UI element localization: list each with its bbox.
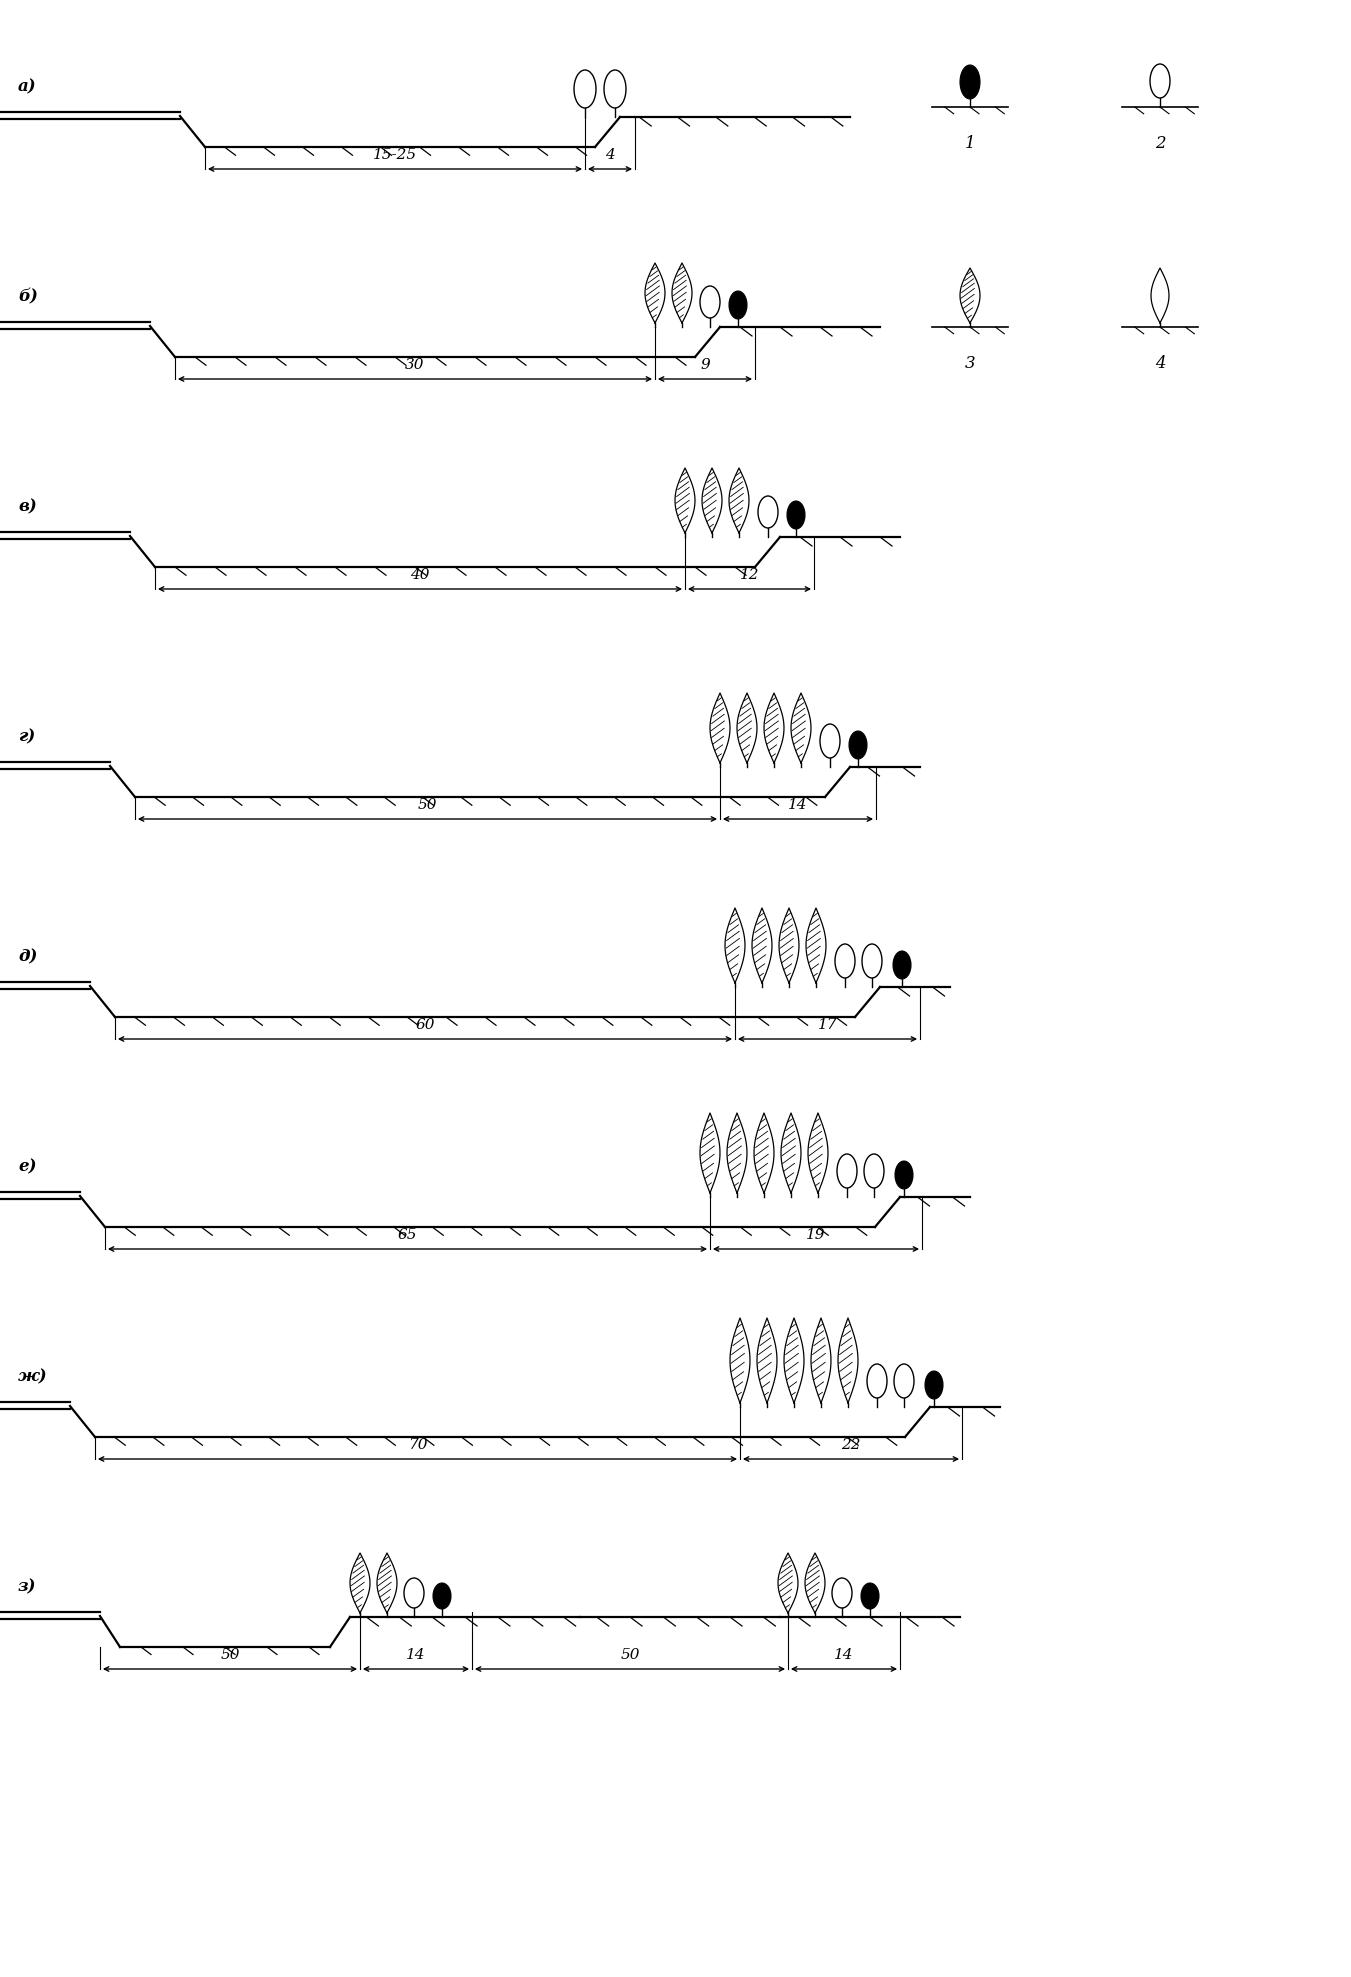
Polygon shape [700, 1113, 720, 1192]
Text: 40: 40 [411, 567, 430, 581]
Ellipse shape [894, 1160, 913, 1188]
Text: ж): ж) [18, 1368, 47, 1386]
Polygon shape [961, 269, 979, 322]
Text: 70: 70 [408, 1437, 427, 1451]
Ellipse shape [925, 1370, 943, 1400]
Polygon shape [671, 263, 692, 322]
Ellipse shape [893, 951, 911, 979]
Text: 17: 17 [817, 1018, 838, 1032]
Polygon shape [754, 1113, 774, 1192]
Polygon shape [807, 907, 825, 983]
Polygon shape [838, 1319, 858, 1404]
Polygon shape [808, 1113, 828, 1192]
Polygon shape [784, 1319, 804, 1404]
Polygon shape [730, 469, 748, 534]
Ellipse shape [861, 1584, 880, 1609]
Text: 14: 14 [407, 1649, 426, 1663]
Polygon shape [778, 1554, 798, 1613]
Polygon shape [703, 469, 721, 534]
Polygon shape [790, 694, 811, 763]
Text: 50: 50 [417, 799, 438, 813]
Polygon shape [811, 1319, 831, 1404]
Text: 3: 3 [965, 356, 975, 372]
Text: 22: 22 [842, 1437, 861, 1451]
Ellipse shape [730, 291, 747, 318]
Polygon shape [377, 1554, 397, 1613]
Polygon shape [781, 1113, 801, 1192]
Text: в): в) [18, 498, 36, 514]
Ellipse shape [848, 731, 867, 759]
Polygon shape [757, 1319, 777, 1404]
Text: 50: 50 [620, 1649, 640, 1663]
Polygon shape [753, 907, 771, 983]
Text: 4: 4 [1155, 356, 1166, 372]
Polygon shape [738, 694, 757, 763]
Polygon shape [780, 907, 798, 983]
Text: 30: 30 [405, 358, 424, 372]
Polygon shape [1151, 269, 1169, 322]
Text: д): д) [18, 949, 38, 965]
Polygon shape [725, 907, 744, 983]
Text: 14: 14 [788, 799, 808, 813]
Ellipse shape [788, 500, 805, 530]
Polygon shape [676, 469, 694, 534]
Text: 15-25: 15-25 [373, 148, 417, 162]
Text: з): з) [18, 1578, 36, 1595]
Text: 12: 12 [740, 567, 759, 581]
Polygon shape [727, 1113, 747, 1192]
Polygon shape [765, 694, 784, 763]
Polygon shape [711, 694, 730, 763]
Polygon shape [730, 1319, 750, 1404]
Text: 50: 50 [220, 1649, 239, 1663]
Text: б): б) [18, 289, 38, 304]
Text: е): е) [18, 1159, 36, 1174]
Text: 19: 19 [807, 1228, 825, 1242]
Polygon shape [350, 1554, 370, 1613]
Text: 4: 4 [605, 148, 615, 162]
Text: 14: 14 [835, 1649, 854, 1663]
Text: 65: 65 [397, 1228, 417, 1242]
Text: 60: 60 [415, 1018, 435, 1032]
Text: 1: 1 [965, 134, 975, 152]
Text: 2: 2 [1155, 134, 1166, 152]
Ellipse shape [961, 65, 979, 99]
Ellipse shape [434, 1584, 451, 1609]
Text: а): а) [18, 77, 36, 95]
Polygon shape [805, 1554, 825, 1613]
Text: 9: 9 [700, 358, 709, 372]
Text: г): г) [18, 728, 35, 745]
Polygon shape [644, 263, 665, 322]
